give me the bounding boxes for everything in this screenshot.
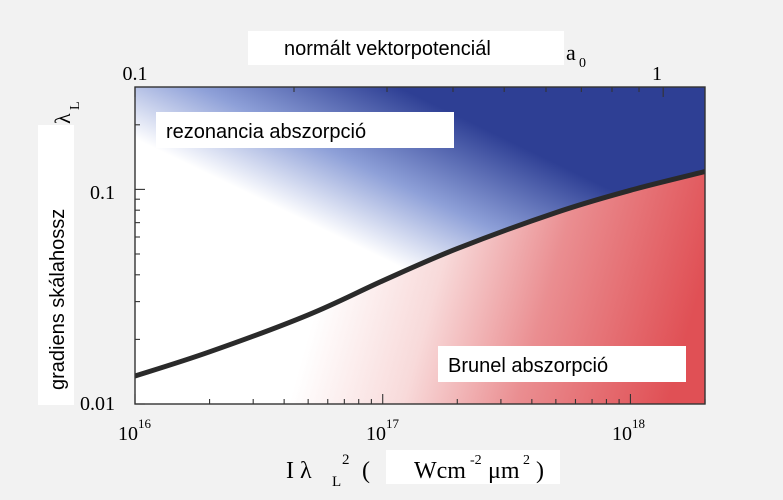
top-tick-label-0: 0.1 [123,63,148,85]
svg-text:-2: -2 [470,453,482,468]
top-axis-symbol-sub: 0 [579,56,586,71]
top-axis-symbol: a [566,40,576,65]
x-tick-label-0: 10 16 [118,416,152,445]
plot-frame [134,86,706,405]
top-axis-title: normált vektorpotenciál [284,38,491,60]
brunel-absorption-region [135,171,705,404]
top-tick-label-1: 1 [652,63,662,85]
left-axis-symbol-sub: L [68,101,83,110]
x-tick-label-2: 10 18 [612,416,645,445]
x-tick-label-1: 10 17 [366,416,400,445]
resonance-label-box [156,112,454,148]
brunel-label-box [438,346,686,382]
left-axis-symbol: λ [50,113,75,124]
svg-text:18: 18 [632,416,645,431]
svg-text:L: L [332,474,341,490]
y-tick-label-1: 0.01 [80,393,115,415]
svg-text:10: 10 [366,423,386,445]
top-axis-title-box [248,31,564,65]
plot-border [134,86,706,405]
svg-text:10: 10 [612,423,632,445]
left-axis-title: gradiens skálahossz [47,209,69,390]
svg-text:17: 17 [386,416,400,431]
svg-text:10: 10 [118,423,138,445]
svg-text:(: ( [362,458,370,484]
x-axis-title: I λ L 2 ( Wcm -2 μm 2 ) [286,450,560,490]
svg-text:I λ: I λ [286,458,312,484]
svg-text:μm: μm [488,458,520,484]
boundary-curve [135,169,705,379]
brunel-label: Brunel abszorpció [448,355,608,377]
svg-text:16: 16 [138,416,152,431]
svg-text:): ) [536,458,544,484]
resonance-label: rezonancia abszorpció [166,121,366,143]
svg-text:Wcm: Wcm [414,458,466,484]
left-axis-title-box [38,125,74,405]
resonance-absorption-region [135,87,705,376]
y-tick-label-0: 0.1 [90,182,115,204]
svg-text:2: 2 [523,453,530,468]
axis-ticks [134,87,706,405]
svg-text:2: 2 [342,452,350,468]
